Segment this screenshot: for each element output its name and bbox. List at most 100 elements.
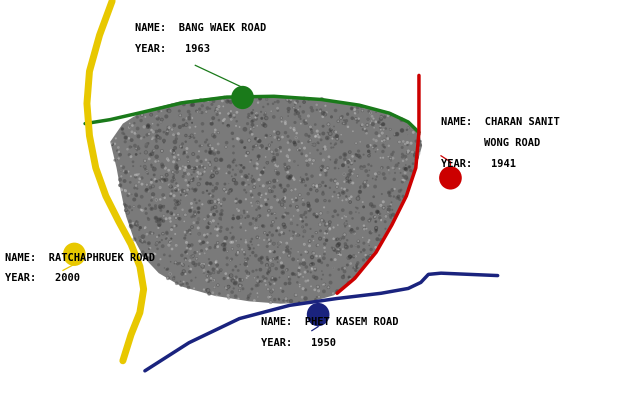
Point <box>346 106 357 112</box>
Point <box>226 188 236 194</box>
Point <box>208 183 218 189</box>
Point <box>139 239 149 245</box>
Point <box>346 106 357 112</box>
Point <box>224 295 234 302</box>
Point <box>243 273 253 279</box>
Point <box>216 267 226 273</box>
Point <box>270 135 280 141</box>
Point <box>332 134 342 140</box>
Point <box>206 275 216 282</box>
Point <box>313 140 323 146</box>
Point <box>211 186 221 192</box>
Point <box>202 240 212 246</box>
Point <box>144 131 154 138</box>
Point <box>205 150 215 156</box>
Point <box>364 239 374 246</box>
Point <box>267 275 277 282</box>
Point <box>321 103 331 110</box>
Point <box>263 270 273 277</box>
Point <box>184 135 194 142</box>
Point <box>279 195 289 202</box>
Point <box>165 271 175 277</box>
Point <box>301 287 311 294</box>
Point <box>268 287 278 293</box>
Point <box>345 199 355 206</box>
Point <box>190 262 200 269</box>
Point <box>312 188 322 194</box>
Point <box>235 283 245 290</box>
Point <box>144 252 154 259</box>
Point <box>394 139 404 146</box>
Point <box>384 190 394 196</box>
Point <box>368 145 378 152</box>
Point <box>193 210 203 216</box>
Point <box>229 177 239 184</box>
Point <box>185 135 195 141</box>
Point <box>205 162 215 168</box>
Point <box>257 121 267 127</box>
Point <box>209 284 219 291</box>
Point <box>286 174 296 180</box>
Point <box>277 134 287 141</box>
Point <box>128 221 138 227</box>
Point <box>290 272 301 278</box>
Point <box>288 127 298 133</box>
Point <box>383 209 393 215</box>
Point <box>329 247 339 253</box>
Point <box>365 253 375 259</box>
Point <box>203 160 214 166</box>
Point <box>194 149 204 155</box>
Point <box>334 166 344 172</box>
Point <box>278 249 289 256</box>
Point <box>201 109 211 116</box>
Point <box>263 101 273 108</box>
Point <box>394 188 404 195</box>
Point <box>348 180 358 187</box>
Point <box>144 124 154 131</box>
Point <box>115 177 125 184</box>
Point <box>383 113 393 119</box>
Point <box>339 172 349 178</box>
Point <box>294 267 304 274</box>
Point <box>170 231 180 238</box>
Point <box>142 182 152 188</box>
Point <box>319 218 329 225</box>
Point <box>144 203 154 209</box>
Point <box>258 105 268 111</box>
Point <box>399 117 410 124</box>
Point <box>186 133 197 140</box>
Point <box>144 217 154 223</box>
Point <box>372 209 382 215</box>
Point <box>295 104 305 111</box>
Point <box>398 152 408 158</box>
Point <box>137 239 147 245</box>
Point <box>319 251 329 258</box>
Point <box>219 196 229 203</box>
Point <box>203 288 213 294</box>
Point <box>212 293 222 300</box>
Point <box>269 155 279 162</box>
Point <box>335 155 345 161</box>
Point <box>306 284 316 290</box>
Point <box>278 298 289 304</box>
Point <box>285 97 295 103</box>
Point <box>202 181 212 187</box>
Point <box>200 140 210 146</box>
Point <box>210 205 220 211</box>
Point <box>213 282 223 289</box>
Point <box>219 241 229 248</box>
Point <box>226 273 236 279</box>
Point <box>151 197 161 204</box>
Point <box>376 115 386 122</box>
Point <box>279 189 289 196</box>
Point <box>358 204 369 211</box>
Point <box>261 115 272 122</box>
Point <box>320 147 330 153</box>
Point <box>289 159 299 165</box>
Point <box>285 139 295 145</box>
Point <box>219 245 229 251</box>
Point <box>182 251 192 257</box>
Point <box>363 173 373 179</box>
Point <box>207 173 217 180</box>
Point <box>223 124 233 130</box>
